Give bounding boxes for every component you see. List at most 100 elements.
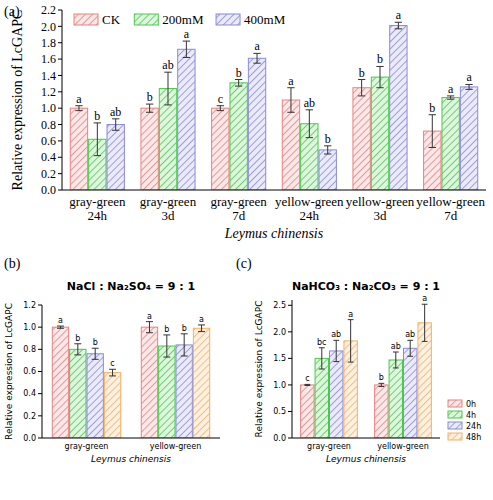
y-tick — [38, 349, 42, 350]
significance-letter: ab — [405, 330, 415, 339]
y-axis-label: Relative expression of LcGAPC — [10, 10, 25, 191]
y-tick-label: 1.0 — [23, 323, 36, 332]
y-tick-label: 1.5 — [273, 354, 286, 363]
legend-label: 200mM — [162, 12, 204, 27]
y-tick-label: 2.0 — [41, 20, 56, 34]
panel: (a)abcabbbabbabbaabaabaa0.00.20.40.60.81… — [4, 3, 486, 241]
bar — [178, 49, 195, 190]
y-tick-label: 0.4 — [23, 389, 36, 398]
bar — [107, 125, 124, 190]
y-tick — [288, 305, 292, 306]
y-tick — [38, 393, 42, 394]
x-tick-label: yellow-green3d — [346, 194, 415, 223]
legend-label: 24h — [466, 422, 481, 431]
legend-label: 0h — [466, 400, 476, 409]
y-tick-label: 0.8 — [23, 345, 36, 354]
error-bar — [146, 104, 153, 112]
panel-label: (b) — [4, 256, 21, 272]
legend-swatch — [448, 433, 462, 440]
y-tick — [38, 438, 42, 439]
error-bar — [393, 352, 399, 368]
bar — [70, 349, 86, 438]
x-tick-label: gray-green7d — [211, 194, 268, 223]
error-bar — [358, 80, 365, 96]
significance-letter: a — [147, 312, 152, 321]
x-axis-label: Leymus chinensis — [224, 226, 324, 241]
error-bar — [112, 119, 119, 130]
bar — [375, 385, 388, 438]
y-tick — [38, 415, 42, 416]
significance-letter: b — [359, 66, 365, 80]
significance-letter: c — [305, 374, 309, 383]
x-tick-label: yellow-green — [150, 442, 202, 451]
error-bar — [304, 384, 310, 385]
x-tick-label: gray-green — [307, 442, 351, 451]
y-tick — [58, 10, 62, 11]
error-bar — [348, 320, 354, 362]
error-bar — [447, 96, 454, 99]
y-tick-label: 1.4 — [41, 69, 56, 83]
significance-letter: b — [182, 324, 187, 333]
x-axis-label: Leymus chinensis — [326, 454, 406, 464]
legend-swatch — [448, 422, 462, 429]
significance-letter: b — [94, 109, 100, 123]
x-axis — [42, 438, 220, 439]
letters: aabbbbca — [58, 312, 204, 369]
y-tick-label: 1.2 — [23, 301, 36, 310]
legend: CK 200mM 400mM — [74, 12, 286, 27]
significance-letter: b — [93, 338, 98, 347]
y-axis — [292, 300, 293, 438]
significance-letter: a — [199, 315, 204, 324]
significance-letter: b — [377, 52, 383, 66]
significance-letter: a — [466, 70, 472, 84]
y-tick-label: 2.0 — [273, 328, 286, 337]
y-tick-label: 0.2 — [23, 412, 36, 421]
y-tick-label: 0.8 — [41, 118, 56, 132]
bar — [52, 327, 68, 438]
significance-letter: a — [348, 310, 353, 319]
bar — [212, 108, 229, 190]
panel: (c)NaHCO₃ : Na₂CO₃ = 9 : 1cbbcabababaa0.… — [236, 256, 481, 464]
legend-label: 400mM — [244, 12, 286, 27]
error-bar — [57, 326, 64, 328]
significance-letter: ab — [110, 105, 121, 119]
significance-letter: b — [75, 334, 80, 343]
significance-letter: b — [164, 325, 169, 334]
y-tick — [58, 157, 62, 158]
significance-letter: a — [76, 92, 82, 106]
bar — [141, 327, 157, 438]
bar — [404, 348, 417, 438]
x-tick-label: yellow-green7d — [416, 194, 485, 223]
bar — [159, 346, 175, 438]
y-tick — [58, 140, 62, 141]
y-tick-label: 0.6 — [23, 367, 36, 376]
y-tick-label: 1.2 — [41, 85, 56, 99]
bar — [442, 98, 459, 190]
legend-label: CK — [102, 12, 121, 27]
legend: 0h4h24h48h — [448, 400, 481, 442]
error-bar — [94, 123, 101, 156]
error-bar — [407, 340, 413, 356]
y-tick — [38, 305, 42, 306]
y-axis — [62, 10, 63, 190]
error-bar — [163, 335, 170, 357]
significance-letter: ab — [391, 342, 401, 351]
x-axis-label: Leymus chinensis — [91, 454, 171, 464]
significance-letter: ab — [304, 96, 315, 110]
x-tick-label: yellow-green — [377, 442, 429, 451]
error-bar — [235, 80, 242, 87]
error-bar — [465, 84, 472, 89]
bar — [301, 385, 314, 438]
significance-letter: a — [58, 316, 63, 325]
y-tick — [58, 26, 62, 27]
bar — [330, 351, 343, 438]
y-tick — [58, 124, 62, 125]
bars — [301, 304, 432, 438]
y-tick-label: 1.0 — [41, 101, 56, 115]
error-bar — [164, 72, 171, 105]
error-bar — [92, 348, 99, 359]
error-bar — [319, 348, 325, 369]
error-bar — [422, 304, 428, 341]
x-tick-label: yellow-green24h — [275, 194, 344, 223]
y-tick-label: 1.6 — [41, 52, 56, 66]
